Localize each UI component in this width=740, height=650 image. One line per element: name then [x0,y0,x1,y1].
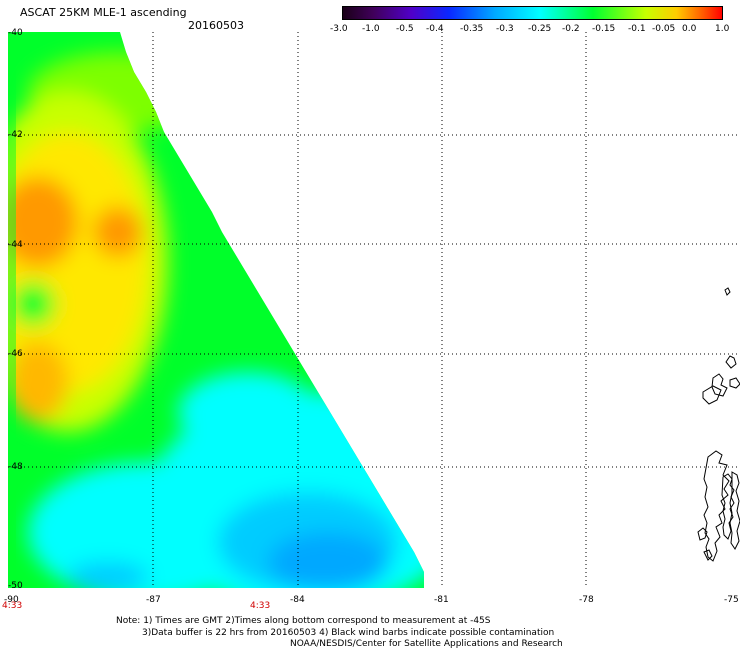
colorbar-label: 0.0 [682,24,697,34]
credit-line: NOAA/NESDIS/Center for Satellite Applica… [290,639,563,649]
lat-label: -44 [8,240,23,250]
colorbar-label: -0.25 [528,24,552,34]
lat-lon-grid [8,32,740,588]
colorbar-label: 1.0 [715,24,730,34]
lat-label: -42 [8,130,23,140]
scatterometer-map [8,32,740,588]
lat-label: -40 [8,28,23,38]
note-line-1: Note: 1) Times are GMT 2)Times along bot… [116,616,491,626]
colorbar-label: -0.4 [426,24,444,34]
colorbar-label: -0.15 [592,24,616,34]
product-date: 20160503 [188,19,244,32]
lon-label: -75 [724,595,739,605]
colorbar-label: -0.1 [628,24,646,34]
colorbar-labels: -3.0 -1.0 -0.5 -0.4 -0.35 -0.3 -0.25 -0.… [330,24,730,36]
lat-label: -46 [8,349,23,359]
colorbar-label: -0.35 [460,24,484,34]
lon-label: -90 [4,595,19,605]
colorbar-label: -0.2 [562,24,580,34]
lon-label: -87 [146,595,161,605]
colorbar-label: -0.3 [496,24,514,34]
colorbar-label: -0.05 [652,24,676,34]
wind-field [8,32,424,588]
lon-label: -84 [290,595,305,605]
product-title: ASCAT 25KM MLE-1 ascending [20,6,187,19]
colorbar [342,6,723,20]
colorbar-label: -1.0 [362,24,380,34]
pass-time-label: 4:33 [250,601,271,611]
pass-time-label: 4:33 [2,601,23,611]
lat-label: -50 [8,581,23,591]
coastline [697,287,740,562]
lon-label: -78 [579,595,594,605]
lon-label: -81 [434,595,449,605]
colorbar-label: -0.5 [396,24,414,34]
lat-label: -48 [8,462,23,472]
note-line-2: 3)Data buffer is 22 hrs from 20160503 4)… [142,628,555,638]
colorbar-label: -3.0 [330,24,348,34]
